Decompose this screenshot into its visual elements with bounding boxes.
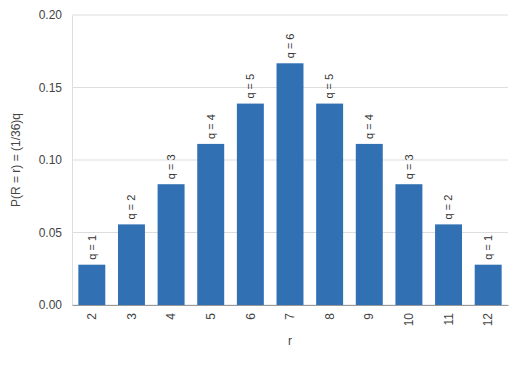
x-tick-label: 11 <box>442 313 456 326</box>
y-axis: 0.00 0.05 0.10 0.15 0.20 <box>39 8 73 312</box>
x-tick: 10 <box>402 305 416 326</box>
y-axis-line <box>72 16 73 306</box>
y-tick-label: 0.20 <box>39 8 63 22</box>
x-tick-label: 8 <box>323 313 337 320</box>
x-tick-label: 4 <box>164 313 178 320</box>
bar <box>197 144 224 305</box>
x-axis-title: r <box>288 334 292 348</box>
x-tick: 5 <box>204 305 218 320</box>
x-tick-label: 7 <box>283 313 297 320</box>
bar <box>78 265 105 305</box>
y-tick: 0.10 <box>39 153 72 167</box>
annotation: q = 1 <box>482 235 494 260</box>
annotation: q = 5 <box>244 74 256 99</box>
grid <box>72 15 508 305</box>
y-tick-label: 0.10 <box>39 153 63 167</box>
annotation: q = 1 <box>86 235 98 260</box>
x-tick-label: 3 <box>125 313 139 320</box>
x-tick-label: 5 <box>204 313 218 320</box>
annotation: q = 4 <box>363 114 375 139</box>
bar <box>316 104 343 305</box>
y-tick-label: 0.15 <box>39 81 63 95</box>
bar <box>277 63 304 305</box>
y-tick: 0.05 <box>39 226 72 240</box>
annotation: q = 6 <box>284 34 296 59</box>
bar <box>475 265 502 305</box>
x-tick-label: 6 <box>244 313 258 320</box>
x-tick: 12 <box>481 305 495 326</box>
annotation: q = 3 <box>403 154 415 179</box>
y-tick-label: 0.00 <box>39 298 63 312</box>
x-tick: 4 <box>164 305 178 320</box>
bar <box>158 184 185 305</box>
annotation: q = 2 <box>442 195 454 220</box>
grid-line <box>72 15 508 16</box>
y-tick: 0.15 <box>39 81 72 95</box>
chart: 0.000.050.100.150.2023456789101112q = 1q… <box>0 0 522 365</box>
bar <box>395 184 422 305</box>
y-tick-label: 0.05 <box>39 226 63 240</box>
y-tick: 0.20 <box>39 8 72 22</box>
x-tick: 9 <box>362 305 376 320</box>
x-tick: 8 <box>323 305 337 320</box>
x-axis: 2 3 4 5 6 7 8 9 10 11 12 <box>73 305 509 326</box>
annotations: q = 1 q = 2 q = 3 q = 4 q = 5 q = 6 q = 5 q = 4… <box>86 34 494 260</box>
x-tick: 11 <box>442 305 456 325</box>
bar <box>237 104 264 305</box>
y-axis-title: P(R = r) = (1/36)q <box>9 113 23 207</box>
annotation: q = 2 <box>125 195 137 220</box>
bar <box>435 224 462 305</box>
x-tick: 6 <box>244 305 258 320</box>
annotation: q = 5 <box>323 74 335 99</box>
x-tick: 7 <box>283 305 297 320</box>
x-tick-label: 9 <box>362 313 376 320</box>
bars <box>78 63 501 305</box>
x-tick: 2 <box>85 305 99 320</box>
y-tick: 0.00 <box>39 298 72 312</box>
x-tick: 3 <box>125 305 139 320</box>
x-axis-line <box>73 305 509 306</box>
plot: 0.000.050.100.150.2023456789101112q = 1q… <box>39 8 509 326</box>
x-tick-label: 2 <box>85 313 99 320</box>
annotation: q = 3 <box>165 154 177 179</box>
x-tick-label: 12 <box>481 313 495 327</box>
x-tick-label: 10 <box>402 313 416 327</box>
annotation: q = 4 <box>205 114 217 139</box>
bar <box>356 144 383 305</box>
bar <box>118 224 145 305</box>
